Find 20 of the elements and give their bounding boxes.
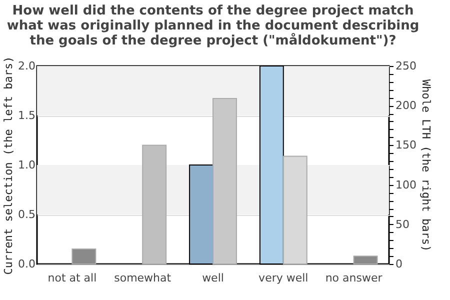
x-tick-label: very well <box>258 272 308 284</box>
y2-tick-label: 0 <box>396 258 402 270</box>
y-tick-label: 0.0 <box>18 258 36 270</box>
x-tick-label: no answer <box>325 272 383 284</box>
y2-tick-label: 100 <box>396 178 416 192</box>
y2-tick-label: 150 <box>396 138 416 152</box>
y-tick-label: 1.5 <box>18 109 36 122</box>
x-tick-label: well <box>202 272 224 284</box>
y2-tick-label: 250 <box>396 60 416 72</box>
y-tick-label: 1.0 <box>18 158 36 172</box>
chart-title: How well did the contents of the degree project match what was originally planned in the document describing the goals of the degree project ("måldokument")? <box>6 4 420 49</box>
y-axis-title: Current selection (the left bars) <box>2 56 16 275</box>
y2-tick-label: 200 <box>396 99 416 112</box>
y-tick-label: 0.5 <box>18 208 36 221</box>
y2-tick-label: 50 <box>396 218 410 231</box>
y-tick-label: 2.0 <box>18 60 36 72</box>
x-tick-label: somewhat <box>114 272 172 284</box>
y2-axis-title: Whole LTH (the right bars) <box>419 79 432 252</box>
x-tick-label: not at all <box>48 272 97 284</box>
bar <box>142 144 167 264</box>
